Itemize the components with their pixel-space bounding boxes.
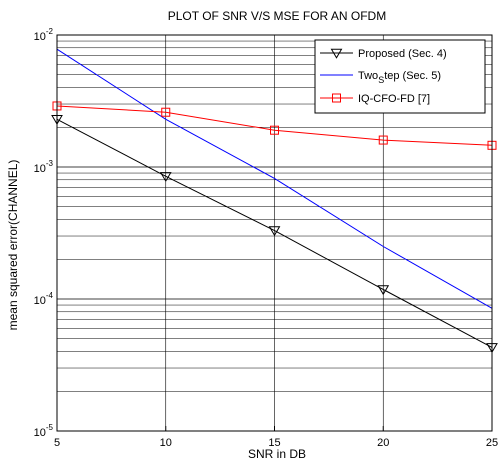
legend-label-twostep-base: Two: [358, 70, 378, 82]
legend-label-twostep-rest: tep (Sec. 5): [384, 70, 441, 82]
y-tick-exponent: -4: [46, 291, 54, 300]
y-axis-label: mean squared error(CHANNEL): [6, 160, 20, 331]
y-tick-base: 10: [34, 295, 46, 307]
y-tick-base: 10: [34, 427, 46, 439]
legend: Proposed (Sec. 4) TwoStep (Sec. 5) IQ-CF…: [315, 40, 485, 113]
legend-label-iqcfo: IQ-CFO-FD [7]: [358, 93, 430, 105]
x-tick-label: 10: [160, 437, 172, 449]
y-tick-base: 10: [34, 31, 46, 43]
y-tick-exponent: -5: [46, 423, 54, 432]
x-tick-label: 5: [54, 437, 60, 449]
chart-title: PLOT OF SNR V/S MSE FOR AN OFDM: [168, 9, 386, 23]
y-tick-exponent: -2: [46, 27, 54, 36]
y-tick-base: 10: [34, 163, 46, 175]
x-tick-label: 20: [377, 437, 389, 449]
legend-label-proposed: Proposed (Sec. 4): [358, 48, 447, 60]
y-tick-exponent: -3: [46, 159, 54, 168]
x-tick-label: 25: [486, 437, 498, 449]
x-axis-label: SNR in DB: [248, 447, 306, 461]
